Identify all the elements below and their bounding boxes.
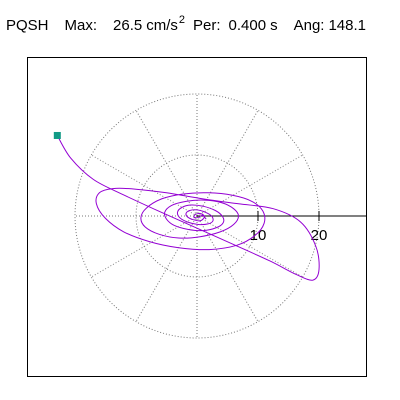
- grid-spoke-330: [196, 215, 303, 278]
- max-unit-exponent: 2: [178, 14, 186, 26]
- per-label: Per:: [193, 17, 221, 34]
- trace-header: PQSH Max: 26.5 cm/s2 Per: 0.400 s Ang: 148.1: [6, 14, 366, 38]
- plot-frame: [27, 57, 367, 377]
- grid-spoke-30: [196, 154, 303, 217]
- ang-label: Ang:: [293, 17, 325, 34]
- grid-spoke-210: [91, 215, 198, 278]
- radial-tick-label-10: 10: [250, 227, 267, 244]
- max-unit: cm/s: [146, 17, 178, 34]
- grid-spoke-240: [135, 215, 198, 322]
- max-label: Max:: [64, 17, 98, 34]
- grid-spoke-120: [135, 110, 198, 217]
- particle-motion-trace: [56, 135, 320, 281]
- radial-ticks: 10 20: [250, 211, 328, 244]
- per-unit: s: [270, 17, 278, 34]
- per-value: 0.400: [228, 17, 267, 34]
- grid-spoke-300: [196, 215, 259, 322]
- station-code: PQSH: [6, 17, 49, 34]
- ang-value: 148.1: [328, 17, 366, 34]
- trace-start-marker: [53, 131, 61, 139]
- grid-spoke-60: [196, 110, 259, 217]
- max-value: 26.5: [113, 17, 143, 34]
- radial-tick-label-20: 20: [311, 227, 328, 244]
- grid-spoke-150: [91, 154, 198, 217]
